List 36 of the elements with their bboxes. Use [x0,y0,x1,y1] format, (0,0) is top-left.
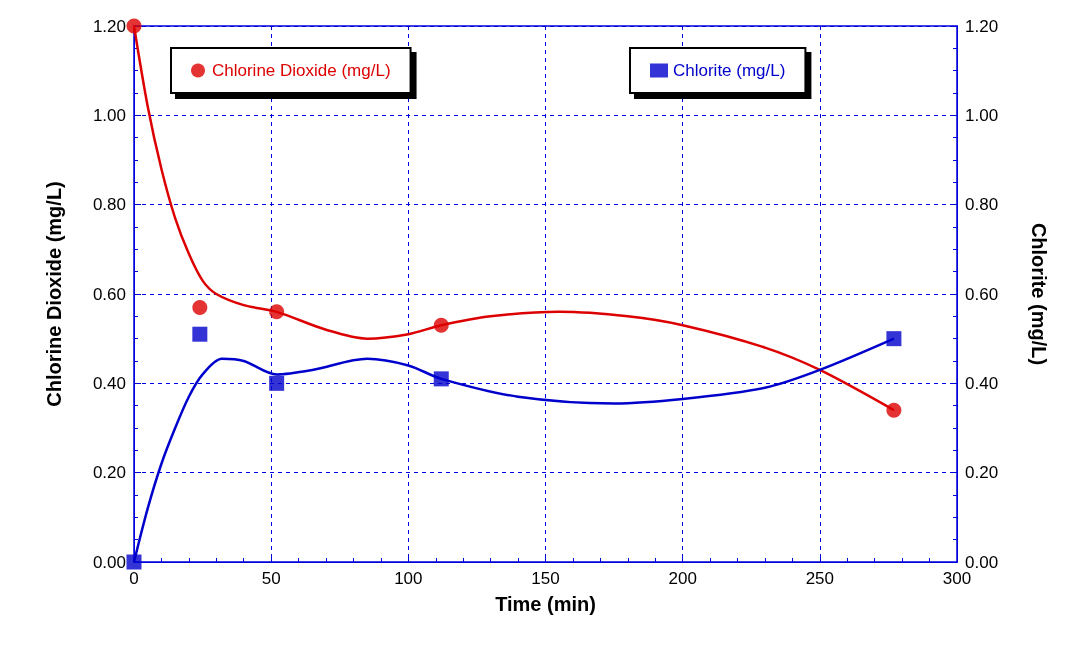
point [433,371,449,387]
y2-tick-label: 0.60 [965,284,999,304]
x-axis-title: Time (min) [495,593,596,615]
y-tick-label: 0.60 [92,284,126,304]
point [886,402,902,418]
y-tick-label: 0.80 [92,195,126,215]
point [192,326,208,342]
point [269,375,285,391]
y-axis-title: Chlorine Dioxide (mg/L) [43,181,65,407]
x-tick-label: 100 [394,569,423,588]
y-tick-label: 0.00 [92,552,126,572]
y2-tick-label: 1.20 [965,16,999,36]
x-tick-label: 200 [668,569,697,588]
y2-tick-label: 0.20 [965,463,999,483]
y2-tick-label: 0.80 [965,195,999,215]
y2-tick-label: 0.00 [965,552,999,572]
y-tick-label: 0.20 [92,463,126,483]
x-tick-label: 50 [261,569,281,588]
point [433,317,449,333]
legend-label: Chlorite (mg/L) [673,61,786,80]
point [126,18,142,34]
y-tick-label: 0.40 [92,373,126,393]
y2-axis-title: Chlorite (mg/L) [1028,222,1050,366]
x-tick-label: 250 [805,569,835,588]
x-tick-label: 0 [129,569,139,588]
point [126,554,142,570]
legend-label: Chlorine Dioxide (mg/L) [212,61,391,80]
y2-tick-label: 0.40 [965,373,999,393]
x-tick-label: 300 [942,569,972,588]
point [269,304,285,320]
point [886,331,902,347]
point [192,299,208,315]
y2-tick-label: 1.00 [965,105,999,125]
y-tick-label: 1.00 [92,105,126,125]
y-tick-label: 1.20 [92,16,126,36]
x-tick-label: 150 [531,569,560,588]
